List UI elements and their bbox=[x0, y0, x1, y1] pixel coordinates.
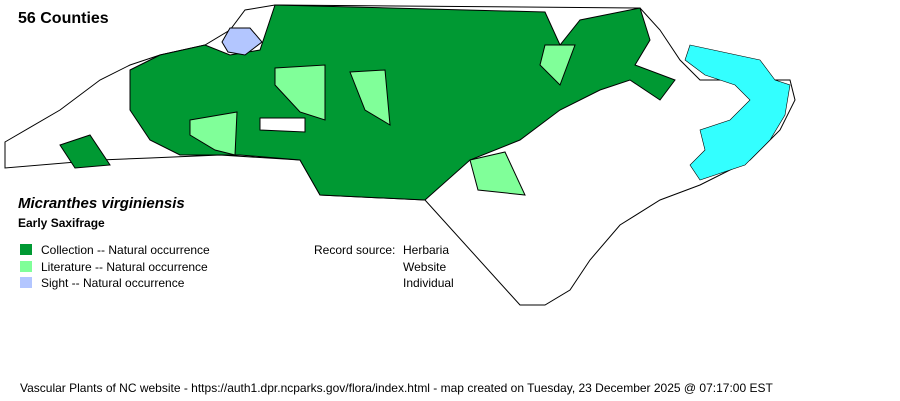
source-individual: Individual bbox=[403, 276, 454, 290]
legend-item-sight: Sight -- Natural occurrence bbox=[20, 276, 184, 290]
collection-region bbox=[129, 4, 676, 201]
white-county bbox=[259, 117, 306, 133]
literature-swatch bbox=[20, 261, 32, 272]
collection-region-sw bbox=[59, 134, 111, 169]
source-herbaria: Herbaria bbox=[403, 243, 450, 257]
source-website: Website bbox=[403, 260, 447, 274]
common-name: Early Saxifrage bbox=[18, 216, 105, 230]
sound-water bbox=[684, 44, 791, 181]
footer-credit: Vascular Plants of NC website - https://… bbox=[20, 381, 773, 395]
sight-swatch bbox=[20, 277, 32, 288]
legend-label: Sight -- Natural occurrence bbox=[41, 276, 185, 290]
legend-item-literature: Literature -- Natural occurrence bbox=[20, 260, 208, 274]
literature-county bbox=[274, 64, 326, 121]
collection-swatch bbox=[20, 244, 32, 255]
county-count: 56 Counties bbox=[18, 10, 109, 27]
literature-county bbox=[349, 69, 391, 126]
scientific-name: Micranthes virginiensis bbox=[18, 195, 185, 212]
literature-county bbox=[539, 44, 576, 86]
record-source-label: Record source: bbox=[314, 243, 396, 257]
legend-label: Collection -- Natural occurrence bbox=[41, 243, 210, 257]
literature-county bbox=[189, 111, 238, 156]
legend-item-collection: Collection -- Natural occurrence bbox=[20, 243, 210, 257]
sight-county bbox=[221, 27, 263, 56]
literature-county bbox=[469, 151, 526, 196]
legend-label: Literature -- Natural occurrence bbox=[41, 260, 208, 274]
